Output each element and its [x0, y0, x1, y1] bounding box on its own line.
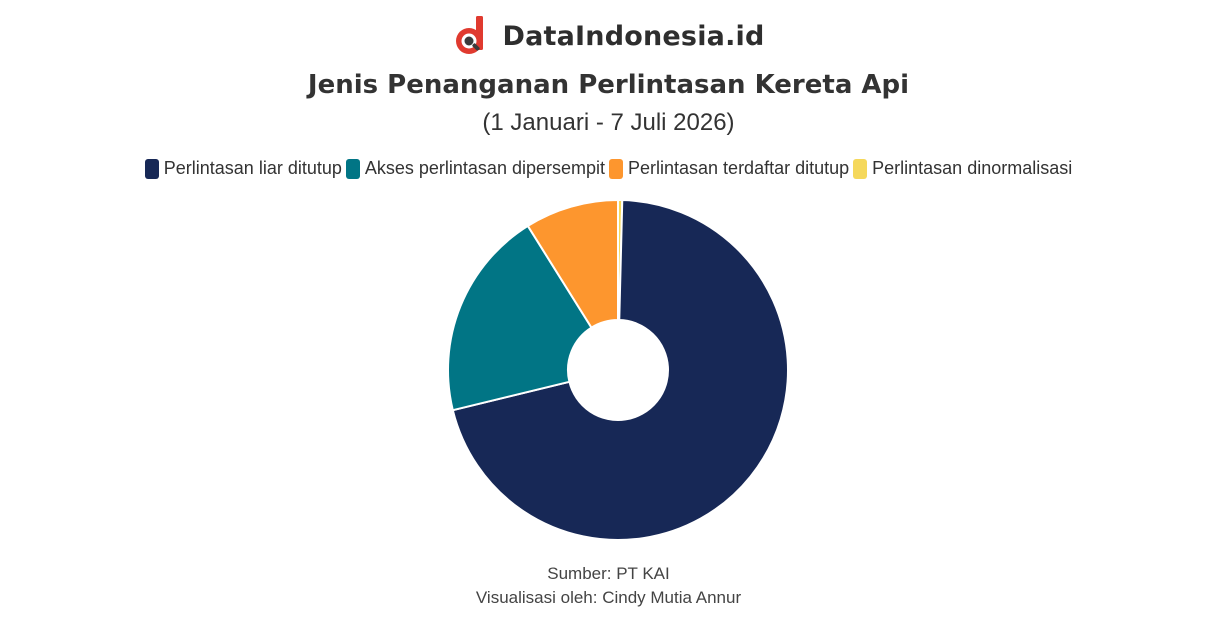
donut-slice-perlintasan-liar-ditutup[interactable] [451, 199, 789, 541]
legend-item-liar[interactable]: Perlintasan liar ditutup [144, 158, 342, 179]
legend-swatch [609, 158, 623, 179]
legend-label: Perlintasan terdaftar ditutup [628, 158, 850, 178]
credit-text: Visualisasi oleh: Cindy Mutia Annur [475, 588, 742, 607]
legend-item-dipersempit[interactable]: Akses perlintasan dipersempit [345, 158, 605, 179]
magnifier-logo-icon [456, 16, 484, 54]
source-text: Sumber: PT KAI [547, 564, 670, 583]
donut-chart [447, 198, 789, 541]
legend-item-dinormalisasi[interactable]: Perlintasan dinormalisasi [853, 158, 1072, 179]
chart-legend: Perlintasan liar ditutup Akses perlintas… [0, 158, 1217, 179]
brand-header: DataIndonesia.id [0, 14, 1217, 58]
chart-title: Jenis Penanganan Perlintasan Kereta Api [307, 70, 910, 100]
chart-footer: Sumber: PT KAI Visualisasi oleh: Cindy M… [0, 562, 1217, 610]
legend-swatch [144, 158, 159, 179]
legend-label: Perlintasan liar ditutup [163, 158, 342, 178]
chart-subtitle: (1 Januari - 7 Juli 2026) [482, 109, 735, 136]
legend-label: Akses perlintasan dipersempit [364, 158, 605, 178]
brand-name: DataIndonesia.id [502, 20, 765, 52]
legend-swatch [853, 158, 868, 179]
legend-swatch [345, 158, 360, 179]
legend-item-terdaftar[interactable]: Perlintasan terdaftar ditutup [609, 158, 849, 179]
legend-label: Perlintasan dinormalisasi [872, 158, 1073, 178]
donut-slice-perlintasan-terdaftar-ditutup[interactable] [526, 198, 619, 329]
